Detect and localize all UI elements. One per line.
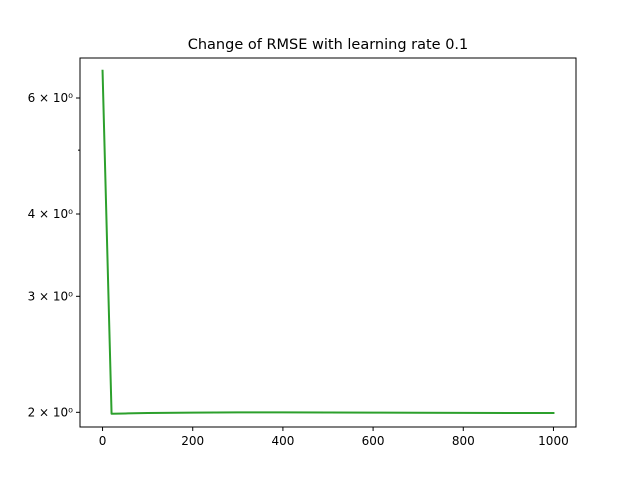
axis-ticks: 0 200 400 600 800 1000 2 × 10⁰ 3 × 10⁰ 4 × 10⁰ 6 … xyxy=(28,91,569,448)
plot-frame xyxy=(79,57,577,428)
x-tick-label: 0 xyxy=(99,434,107,448)
series-layer xyxy=(101,69,555,415)
rmse-series-line xyxy=(101,69,555,415)
x-tick-label: 200 xyxy=(181,434,204,448)
y-tick-label: 2 × 10⁰ xyxy=(28,405,74,419)
chart-title: Change of RMSE with learning rate 0.1 xyxy=(188,37,469,53)
x-tick-label: 1000 xyxy=(538,434,569,448)
x-tick-label: 600 xyxy=(362,434,385,448)
y-tick-label: 3 × 10⁰ xyxy=(28,289,74,303)
y-tick-label: 6 × 10⁰ xyxy=(28,91,74,105)
x-tick-label: 400 xyxy=(271,434,294,448)
y-tick-label: 4 × 10⁰ xyxy=(28,207,74,221)
x-tick-label: 800 xyxy=(452,434,475,448)
